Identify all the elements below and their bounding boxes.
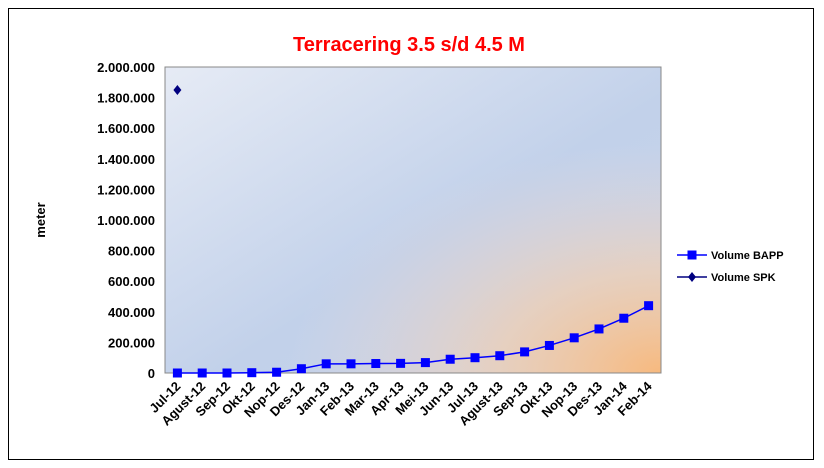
legend-marker [688, 272, 696, 282]
y-tick-label: 1.000.000 [97, 213, 155, 228]
plot-border [164, 66, 662, 374]
y-tick-label: 1.400.000 [97, 152, 155, 167]
legend-marker [687, 250, 697, 260]
chart-frame: Terracering 3.5 s/d 4.5 M meter 0 200.000… [8, 8, 814, 460]
data-point [172, 368, 182, 378]
data-point [420, 358, 430, 368]
data-point [495, 351, 505, 361]
data-point [321, 359, 331, 369]
chart-svg: Terracering 3.5 s/d 4.5 M meter 0 200.000… [33, 34, 784, 428]
y-tick-label: 800.000 [108, 244, 155, 259]
data-point [222, 368, 232, 378]
legend-item: Volume SPK [677, 272, 776, 284]
y-tick-label: 1.200.000 [97, 182, 155, 197]
y-axis-title: meter [33, 202, 48, 237]
series-0 [172, 301, 654, 378]
plot-area-highlight [165, 67, 661, 373]
data-point [197, 368, 207, 378]
data-point [296, 364, 306, 374]
legend-item: Volume BAPP [677, 250, 784, 262]
data-point [644, 301, 654, 311]
data-point [247, 368, 257, 378]
legend-label: Volume SPK [711, 272, 776, 284]
y-tick-label: 1.600.000 [97, 121, 155, 136]
series-layer [172, 84, 654, 378]
data-point [396, 358, 406, 368]
x-axis-ticks: Jul-12Agust-12Sep-12Okt-12Nop-12Des-12Ja… [146, 378, 655, 428]
y-tick-label: 2.000.000 [97, 60, 155, 75]
y-axis-ticks: 0 200.000 400.000 600.000 800.000 1.000.000 1.… [97, 60, 155, 381]
y-tick-label: 0 [148, 366, 155, 381]
data-point [520, 347, 530, 357]
legend-label: Volume BAPP [711, 250, 784, 262]
data-point [619, 313, 629, 323]
y-tick-label: 600.000 [108, 274, 155, 289]
data-point [445, 354, 455, 364]
chart-title: Terracering 3.5 s/d 4.5 M [293, 34, 525, 56]
data-point [594, 324, 604, 334]
data-point [544, 340, 554, 350]
data-point [173, 84, 182, 95]
legend: Volume BAPP Volume SPK [677, 250, 784, 284]
y-tick-label: 400.000 [108, 305, 155, 320]
y-tick-label: 1.800.000 [97, 91, 155, 106]
data-point [569, 333, 579, 343]
data-point [470, 353, 480, 363]
data-point [346, 359, 356, 369]
data-point [371, 359, 381, 369]
y-tick-label: 200.000 [108, 335, 155, 350]
series-1 [173, 84, 182, 95]
data-point [272, 367, 282, 377]
